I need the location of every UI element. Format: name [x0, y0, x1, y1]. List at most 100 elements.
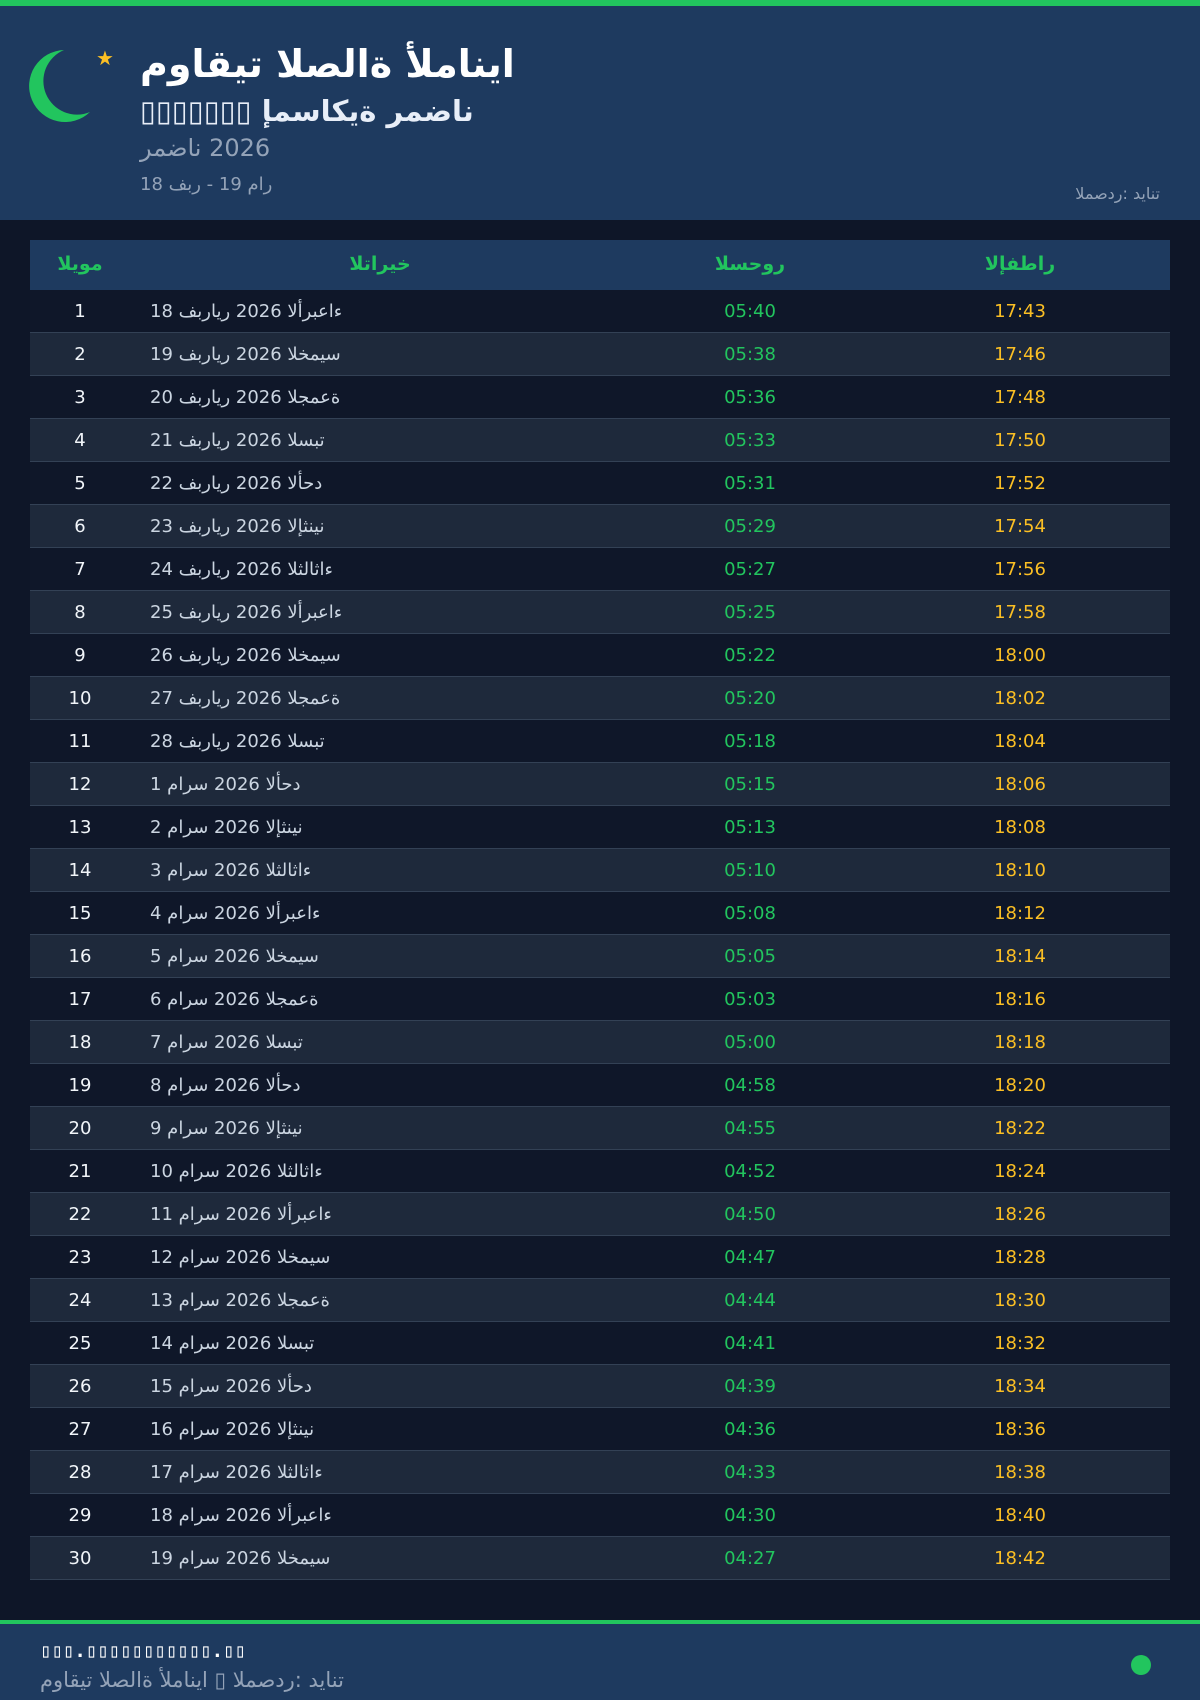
cell-date: 2 مارس 2026 الإثنين [150, 817, 303, 838]
cell-sahur: 05:31 [724, 473, 776, 494]
cell-sahur: 04:36 [724, 1419, 776, 1440]
column-header-iftar: الإفطار [984, 253, 1056, 275]
table-row: 30 19 مارس 2026 الخميس 04:27 18:42 [30, 1537, 1170, 1580]
cell-day: 26 [68, 1376, 92, 1397]
cell-day: 29 [68, 1505, 92, 1526]
table-row: 13 2 مارس 2026 الإثنين 05:13 18:08 [30, 806, 1170, 849]
prayer-times-table: اليوم التاريخ السحور الإفطار 1 18 فبراير … [30, 240, 1170, 1580]
cell-date: 15 مارس 2026 الأحد [150, 1376, 312, 1397]
cell-date: 19 فبراير 2026 الخميس [150, 344, 341, 365]
cell-date: 10 مارس 2026 الثلاثاء [150, 1161, 323, 1182]
cell-date: 8 مارس 2026 الأحد [150, 1075, 301, 1096]
footer-website: ▯▯▯.▯▯▯▯▯▯▯▯▯▯▯.▯▯ [40, 1640, 246, 1662]
cell-date: 22 فبراير 2026 الأحد [150, 473, 323, 494]
cell-date: 4 مارس 2026 الأربعاء [150, 903, 321, 924]
cell-day: 9 [74, 645, 86, 666]
cell-iftar: 18:30 [994, 1290, 1046, 1311]
cell-iftar: 18:18 [994, 1032, 1046, 1053]
cell-sahur: 04:52 [724, 1161, 776, 1182]
cell-sahur: 04:55 [724, 1118, 776, 1139]
table-row: 3 20 فبراير 2026 الجمعة 05:36 17:48 [30, 376, 1170, 419]
cell-sahur: 05:05 [724, 946, 776, 967]
cell-sahur: 05:08 [724, 903, 776, 924]
cell-sahur: 04:47 [724, 1247, 776, 1268]
cell-day: 28 [68, 1462, 92, 1483]
cell-sahur: 05:27 [724, 559, 776, 580]
cell-iftar: 18:00 [994, 645, 1046, 666]
cell-day: 12 [68, 774, 92, 795]
cell-day: 11 [68, 731, 92, 752]
cell-iftar: 18:26 [994, 1204, 1046, 1225]
page-subtitle: ▯▯▯▯▯▯▯ إمساكية رمضان [140, 94, 474, 128]
cell-day: 14 [68, 860, 92, 881]
cell-date: 12 مارس 2026 الخميس [150, 1247, 331, 1268]
cell-iftar: 18:40 [994, 1505, 1046, 1526]
table-row: 25 14 مارس 2026 السبت 04:41 18:32 [30, 1322, 1170, 1365]
cell-iftar: 17:56 [994, 559, 1046, 580]
cell-date: 17 مارس 2026 الثلاثاء [150, 1462, 323, 1483]
cell-sahur: 04:30 [724, 1505, 776, 1526]
cell-iftar: 18:04 [994, 731, 1046, 752]
cell-day: 22 [68, 1204, 92, 1225]
table-row: 6 23 فبراير 2026 الإثنين 05:29 17:54 [30, 505, 1170, 548]
crescent-moon-icon [29, 50, 90, 122]
table-row: 22 11 مارس 2026 الأربعاء 04:50 18:26 [30, 1193, 1170, 1236]
table-row: 17 6 مارس 2026 الجمعة 05:03 18:16 [30, 978, 1170, 1021]
cell-iftar: 18:32 [994, 1333, 1046, 1354]
cell-iftar: 18:02 [994, 688, 1046, 709]
cell-date: 1 مارس 2026 الأحد [150, 774, 301, 795]
cell-sahur: 05:40 [724, 301, 776, 322]
table-row: 1 18 فبراير 2026 الأربعاء 05:40 17:43 [30, 290, 1170, 333]
cell-day: 3 [74, 387, 86, 408]
table-row: 14 3 مارس 2026 الثلاثاء 05:10 18:10 [30, 849, 1170, 892]
cell-date: 5 مارس 2026 الخميس [150, 946, 319, 967]
cell-date: 18 مارس 2026 الأربعاء [150, 1505, 332, 1526]
cell-sahur: 05:22 [724, 645, 776, 666]
cell-day: 23 [68, 1247, 92, 1268]
table-row: 7 24 فبراير 2026 الثلاثاء 05:27 17:56 [30, 548, 1170, 591]
cell-iftar: 17:52 [994, 473, 1046, 494]
cell-sahur: 05:00 [724, 1032, 776, 1053]
cell-day: 2 [74, 344, 86, 365]
page-footer: ▯▯▯.▯▯▯▯▯▯▯▯▯▯▯.▯▯ مواقيت الصلاة ألمانيا… [0, 1624, 1200, 1700]
date-range: 18 فبر - 19 مار [140, 174, 273, 195]
cell-date: 6 مارس 2026 الجمعة [150, 989, 319, 1010]
cell-day: 17 [68, 989, 92, 1010]
page-title: مواقيت الصلاة ألمانيا [140, 42, 515, 86]
cell-date: 7 مارس 2026 السبت [150, 1032, 303, 1053]
cell-day: 7 [74, 559, 86, 580]
cell-day: 21 [68, 1161, 92, 1182]
cell-iftar: 18:34 [994, 1376, 1046, 1397]
cell-iftar: 18:42 [994, 1548, 1046, 1569]
table-row: 9 26 فبراير 2026 الخميس 05:22 18:00 [30, 634, 1170, 677]
cell-iftar: 18:08 [994, 817, 1046, 838]
cell-sahur: 05:15 [724, 774, 776, 795]
cell-sahur: 05:10 [724, 860, 776, 881]
cell-day: 1 [74, 301, 86, 322]
cell-iftar: 17:54 [994, 516, 1046, 537]
table-row: 27 16 مارس 2026 الإثنين 04:36 18:36 [30, 1408, 1170, 1451]
cell-iftar: 18:38 [994, 1462, 1046, 1483]
cell-iftar: 17:46 [994, 344, 1046, 365]
cell-sahur: 04:39 [724, 1376, 776, 1397]
cell-date: 19 مارس 2026 الخميس [150, 1548, 331, 1569]
cell-date: 11 مارس 2026 الأربعاء [150, 1204, 332, 1225]
cell-date: 28 فبراير 2026 السبت [150, 731, 325, 752]
page-header: ★ مواقيت الصلاة ألمانيا ▯▯▯▯▯▯▯ إمساكية … [0, 6, 1200, 220]
cell-day: 4 [74, 430, 86, 451]
cell-day: 8 [74, 602, 86, 623]
table-body: 1 18 فبراير 2026 الأربعاء 05:40 17:43 2 19 فب… [30, 290, 1170, 1580]
table-row: 12 1 مارس 2026 الأحد 05:15 18:06 [30, 763, 1170, 806]
cell-day: 24 [68, 1290, 92, 1311]
cell-day: 13 [68, 817, 92, 838]
cell-iftar: 18:10 [994, 860, 1046, 881]
cell-sahur: 04:50 [724, 1204, 776, 1225]
table-row: 28 17 مارس 2026 الثلاثاء 04:33 18:38 [30, 1451, 1170, 1494]
table-row: 26 15 مارس 2026 الأحد 04:39 18:34 [30, 1365, 1170, 1408]
table-row: 24 13 مارس 2026 الجمعة 04:44 18:30 [30, 1279, 1170, 1322]
status-dot-icon [1131, 1655, 1151, 1675]
cell-day: 27 [68, 1419, 92, 1440]
cell-sahur: 04:58 [724, 1075, 776, 1096]
table-row: 15 4 مارس 2026 الأربعاء 05:08 18:12 [30, 892, 1170, 935]
cell-day: 10 [68, 688, 92, 709]
